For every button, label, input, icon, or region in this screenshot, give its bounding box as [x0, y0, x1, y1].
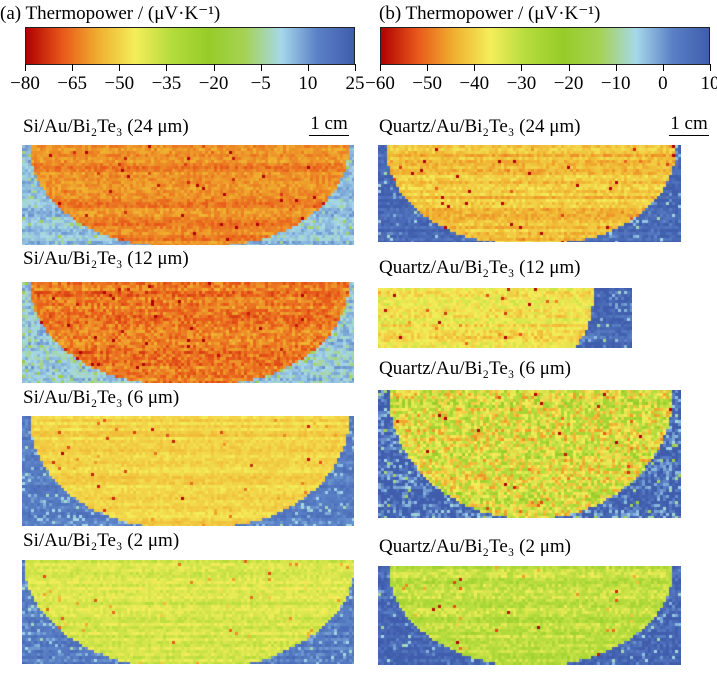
colorbar-tick-label: −50 [104, 73, 134, 95]
map-a2-label: Si/Au/Bi₂Te₃ (12 μm) [23, 248, 189, 270]
map-a3-label: Si/Au/Bi₂Te₃ (6 μm) [23, 387, 179, 409]
panel-a-title: (a) Thermopower / (μV·K⁻¹) [0, 2, 220, 25]
colorbar-tick [261, 64, 262, 71]
colorbar-tick [663, 64, 664, 71]
colorbar-tick-label: 10 [298, 73, 317, 95]
colorbar-tick-label: 0 [658, 73, 668, 95]
colorbar-tick-label: −35 [152, 73, 182, 95]
thermopower-map-b1 [378, 145, 681, 242]
colorbar-tick-label: −60 [365, 73, 395, 95]
thermopower-map-a2 [22, 282, 354, 383]
colorbar-tick-label: 10 [701, 73, 717, 95]
colorbar-tick-label: −20 [554, 73, 584, 95]
panel-a-scale-bar: 1 cm [305, 113, 353, 136]
panel-b-colorbar [380, 27, 710, 65]
map-b3-label: Quartz/Au/Bi₂Te₃ (6 μm) [379, 358, 571, 380]
panel-b-scale-label: 1 cm [670, 113, 707, 134]
colorbar-tick-label: −50 [412, 73, 442, 95]
colorbar-tick [25, 64, 26, 71]
panel-b-scale-line [669, 135, 709, 136]
colorbar-tick [521, 64, 522, 71]
colorbar-tick [474, 64, 475, 71]
colorbar-tick [616, 64, 617, 71]
colorbar-tick-label: −5 [251, 73, 271, 95]
thermopower-map-a3 [22, 416, 354, 526]
panel-b-scale-bar: 1 cm [663, 113, 715, 136]
colorbar-tick [72, 64, 73, 71]
thermopower-map-b3 [378, 390, 681, 518]
panel-a-scale-line [309, 135, 349, 136]
colorbar-tick [380, 64, 381, 71]
colorbar-tick-label: −40 [459, 73, 489, 95]
thermopower-map-a1 [22, 145, 354, 245]
colorbar-tick-label: −10 [601, 73, 631, 95]
panel-a-colorbar [25, 27, 355, 65]
colorbar-tick [710, 64, 711, 71]
colorbar-tick [427, 64, 428, 71]
map-b1-label: Quartz/Au/Bi₂Te₃ (24 μm) [379, 116, 581, 138]
colorbar-tick [569, 64, 570, 71]
colorbar-tick [166, 64, 167, 71]
thermopower-map-b4 [378, 566, 681, 665]
map-b4-label: Quartz/Au/Bi₂Te₃ (2 μm) [379, 536, 571, 558]
colorbar-tick [119, 64, 120, 71]
map-a4-label: Si/Au/Bi₂Te₃ (2 μm) [23, 530, 179, 552]
colorbar-tick-label: −65 [57, 73, 87, 95]
panel-b-title: (b) Thermopower / (μV·K⁻¹) [379, 2, 600, 25]
colorbar-tick [308, 64, 309, 71]
map-a1-label: Si/Au/Bi₂Te₃ (24 μm) [23, 116, 189, 138]
panel-a-scale-label: 1 cm [310, 113, 347, 134]
colorbar-tick-label: −30 [507, 73, 537, 95]
thermopower-map-b2 [378, 288, 632, 348]
thermopower-map-a4 [22, 560, 354, 664]
colorbar-tick-label: −20 [199, 73, 229, 95]
colorbar-tick [355, 64, 356, 71]
colorbar-tick-label: 25 [346, 73, 365, 95]
colorbar-tick-label: −80 [10, 73, 40, 95]
colorbar-tick [214, 64, 215, 71]
map-b2-label: Quartz/Au/Bi₂Te₃ (12 μm) [379, 257, 581, 279]
